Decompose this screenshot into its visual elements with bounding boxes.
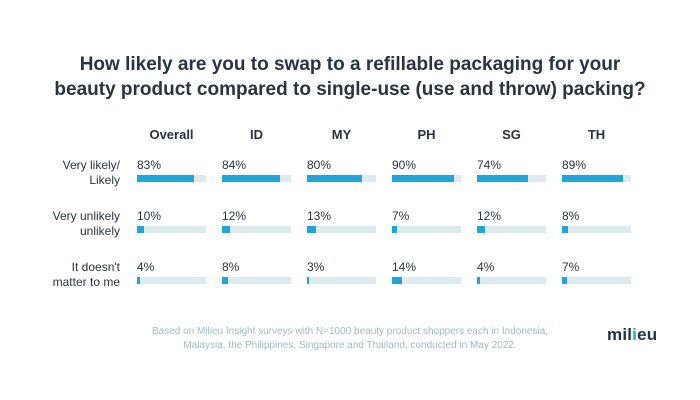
bar-fill xyxy=(562,175,624,182)
bar-track xyxy=(222,175,291,182)
row-label: It doesn't matter to me xyxy=(0,260,120,290)
column-header-my: MY xyxy=(331,127,352,142)
bar-track xyxy=(222,277,291,284)
bar-fill xyxy=(392,226,397,233)
value-label: 12% xyxy=(477,209,502,223)
row-label-line: It doesn't xyxy=(71,260,120,274)
milieu-logo: milieu xyxy=(607,325,657,345)
bar-fill xyxy=(392,277,402,284)
bar-fill xyxy=(477,226,486,233)
bar-fill xyxy=(392,175,455,182)
bar-track xyxy=(137,277,206,284)
chart-title: How likely are you to swap to a refillab… xyxy=(0,52,700,102)
bar-fill xyxy=(562,226,568,233)
bar-track xyxy=(392,277,461,284)
column-header-id: ID xyxy=(250,127,263,142)
row-label-line: Likely xyxy=(89,173,120,187)
value-label: 13% xyxy=(307,209,332,223)
value-label: 10% xyxy=(137,209,162,223)
bar-fill xyxy=(562,277,567,284)
value-label: 74% xyxy=(477,158,502,172)
row-label: Very unlikely unlikely xyxy=(0,209,120,239)
source-footnote: Based on Milieu Insight surveys with N=1… xyxy=(100,325,600,353)
bar-track xyxy=(307,175,376,182)
footnote-line-1: Based on Milieu Insight surveys with N=1… xyxy=(151,326,549,337)
bar-fill xyxy=(137,277,140,284)
row-label: Very likely/Likely xyxy=(0,158,120,188)
logo-text-start: mil xyxy=(607,325,633,344)
value-label: 83% xyxy=(137,158,162,172)
footnote-line-2: Malaysia, the Philippines, Singapore and… xyxy=(183,340,517,351)
value-label: 7% xyxy=(562,260,580,274)
value-label: 3% xyxy=(307,260,325,274)
row-label-line: Very likely/ xyxy=(62,158,120,172)
bar-fill xyxy=(222,226,231,233)
chart-title-line-1: How likely are you to swap to a refillab… xyxy=(79,54,621,75)
value-label: 8% xyxy=(222,260,240,274)
logo-text-end: eu xyxy=(637,325,658,344)
bar-track xyxy=(307,226,376,233)
bar-fill xyxy=(222,277,228,284)
chart-title-line-2: beauty product compared to single-use (u… xyxy=(54,79,646,100)
value-label: 4% xyxy=(477,260,495,274)
column-header-sg: SG xyxy=(502,127,521,142)
bar-track xyxy=(392,226,461,233)
value-label: 14% xyxy=(392,260,417,274)
bar-track xyxy=(137,175,206,182)
value-label: 89% xyxy=(562,158,587,172)
value-label: 84% xyxy=(222,158,247,172)
bar-fill xyxy=(307,175,363,182)
row-label-line: unlikely xyxy=(79,224,120,238)
bar-track xyxy=(222,226,291,233)
bar-track xyxy=(562,226,631,233)
column-header-overall: Overall xyxy=(149,127,194,142)
bar-fill xyxy=(477,277,480,284)
value-label: 8% xyxy=(562,209,580,223)
bar-track xyxy=(477,277,546,284)
bar-fill xyxy=(137,226,144,233)
value-label: 7% xyxy=(392,209,410,223)
bar-track xyxy=(392,175,461,182)
bar-fill xyxy=(307,277,310,284)
bar-fill xyxy=(307,226,316,233)
logo-text-dot: i xyxy=(632,325,638,344)
row-label-line: matter to me xyxy=(52,275,120,289)
bar-fill xyxy=(137,175,195,182)
value-label: 4% xyxy=(137,260,155,274)
bar-track xyxy=(477,226,546,233)
value-label: 12% xyxy=(222,209,247,223)
bar-track xyxy=(137,226,206,233)
bar-track xyxy=(307,277,376,284)
value-label: 80% xyxy=(307,158,332,172)
column-header-ph: PH xyxy=(417,127,436,142)
bar-fill xyxy=(222,175,280,182)
column-header-th: TH xyxy=(587,127,606,142)
bar-track xyxy=(562,175,631,182)
row-label-line: Very unlikely xyxy=(52,209,120,223)
bar-track xyxy=(477,175,546,182)
value-label: 90% xyxy=(392,158,417,172)
bar-track xyxy=(562,277,631,284)
bar-fill xyxy=(477,175,529,182)
